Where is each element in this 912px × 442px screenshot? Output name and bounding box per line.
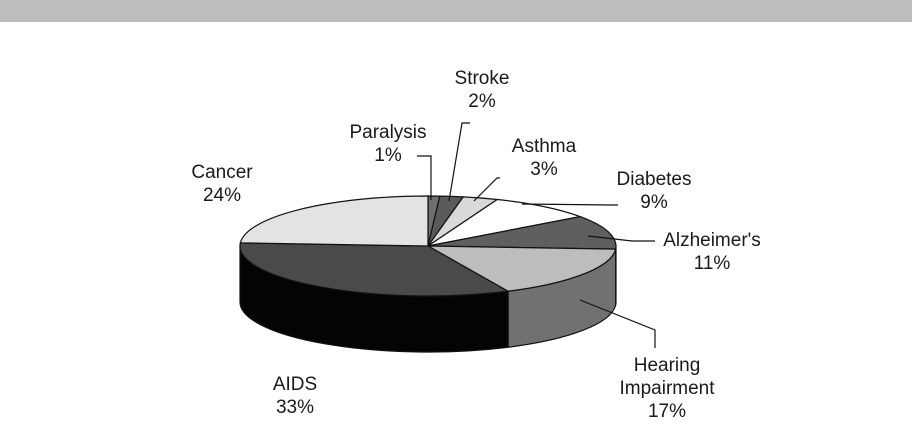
label-value-aids: 33% [276,397,314,418]
leader-line-paralysis [417,155,432,200]
label-value-alzheimer-s: 11% [694,253,731,274]
pie-top [239,195,617,297]
label-name-stroke: Stroke [455,68,510,89]
top-band [0,0,912,22]
pie-slice-diabetes [427,198,583,247]
leader-line-alzheimer-s [587,235,655,242]
pie-slice-aids [239,242,510,297]
label-value-stroke: 2% [468,91,496,112]
pie-slice-cancer [239,195,429,247]
label-name-asthma: Asthma [512,136,577,157]
label-name-alzheimer-s: Alzheimer's [663,230,761,251]
label-value-asthma: 3% [530,159,558,180]
label-name-hearing-impairment: Hearing [634,355,701,376]
leader-line-diabetes [521,203,618,206]
label-value-cancer: 24% [203,185,241,206]
leader-line-stroke [448,122,470,202]
label-value-paralysis: 1% [374,145,402,166]
label-name-aids: AIDS [273,374,317,395]
pie-side-walls [239,245,617,353]
label-value-diabetes: 9% [640,192,668,213]
label-name-diabetes: Diabetes [617,169,692,190]
label-name-hearing-impairment: Impairment [619,378,715,399]
leader-line-asthma [473,177,500,202]
pie-slice-hearing-impairment [427,245,617,292]
pie-slice-alzheimer-s [427,215,617,250]
label-name-paralysis: Paralysis [349,122,426,143]
label-name-cancer: Cancer [191,162,253,183]
label-value-hearing-impairment: 17% [648,401,686,422]
leader-line-hearing-impairment [579,299,656,348]
